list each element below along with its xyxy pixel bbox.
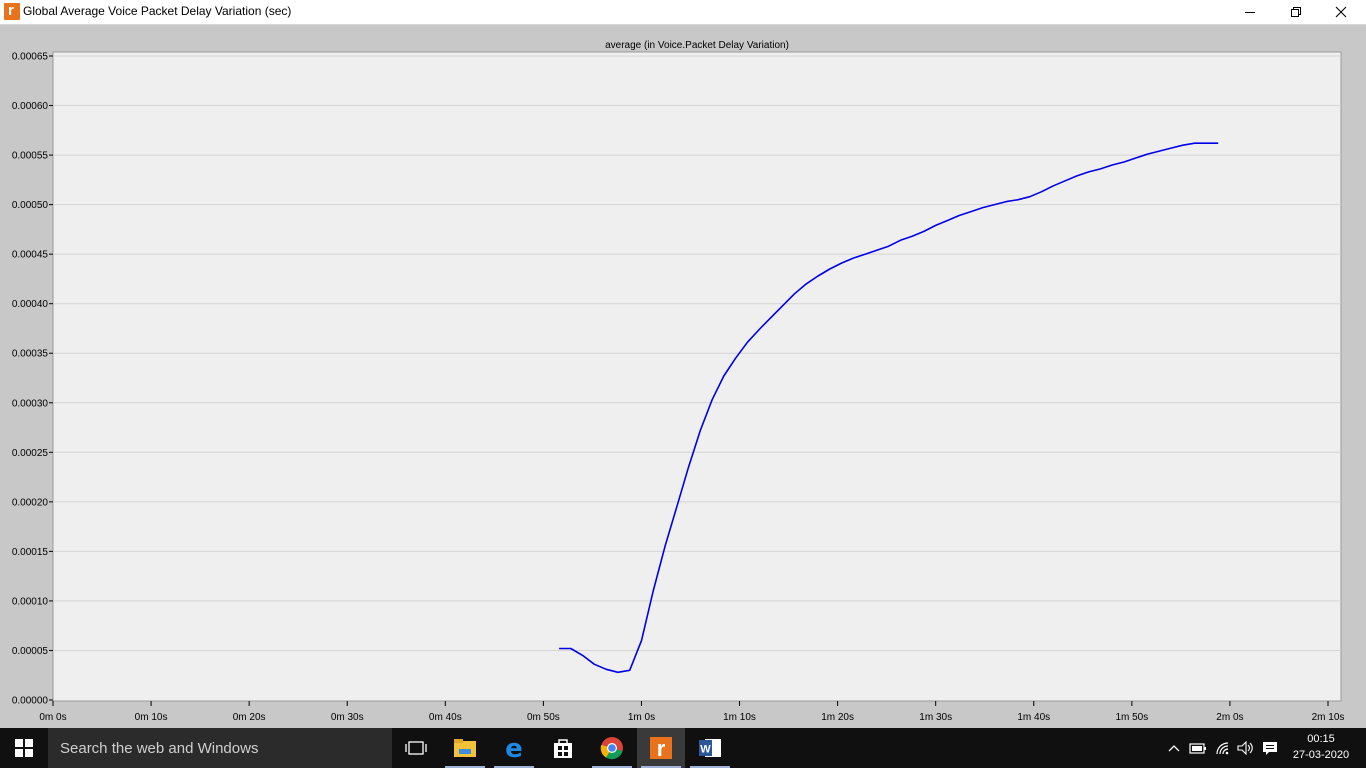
store-bag-icon: [554, 739, 572, 758]
x-tick-label: 1m 50s: [1115, 712, 1148, 723]
speaker-icon: [1237, 741, 1253, 755]
x-tick-label: 1m 10s: [723, 712, 756, 723]
minimize-icon: [1245, 12, 1255, 13]
y-tick-label: 0.00000: [12, 696, 49, 707]
window-titlebar[interactable]: r Global Average Voice Packet Delay Vari…: [0, 0, 1366, 24]
folder-icon: [454, 739, 476, 757]
start-button[interactable]: [0, 728, 48, 768]
plot-area: [52, 51, 1342, 702]
x-tick-label: 2m 10s: [1312, 712, 1345, 723]
close-icon: [1335, 6, 1347, 18]
windows-logo-icon: [15, 739, 33, 757]
battery-tray-button[interactable]: [1186, 728, 1210, 768]
restore-icon: [1291, 7, 1301, 17]
series-group: [559, 142, 1219, 674]
x-axis-ticks: 0m 0s 0m 10s 0m 20s 0m 30s 0m 40s 0m 50s 1m 0s…: [39, 701, 1344, 723]
y-axis-ticks: 0.00000 0.00005 0.00010 0.00015 0.00020 0.000…: [12, 52, 53, 707]
x-tick-label: 0m 20s: [233, 712, 266, 723]
x-tick-label: 0m 0s: [39, 712, 66, 723]
task-view-icon: [405, 741, 427, 755]
chrome-icon: [600, 737, 623, 760]
volume-tray-button[interactable]: [1234, 728, 1258, 768]
clock-time: 00:15: [1307, 733, 1335, 745]
x-tick-label: 0m 50s: [527, 712, 560, 723]
show-hidden-icons-button[interactable]: [1164, 728, 1184, 768]
file-explorer-button[interactable]: [441, 728, 489, 768]
wifi-icon: [1216, 742, 1229, 755]
taskbar-clock[interactable]: 00:15 27-03-2020: [1286, 731, 1356, 763]
word-button[interactable]: W: [686, 728, 734, 768]
edge-button[interactable]: e: [490, 728, 538, 768]
x-tick-label: 1m 20s: [821, 712, 854, 723]
word-icon: W: [699, 739, 721, 757]
y-tick-label: 0.00010: [12, 596, 49, 607]
riverbed-app-icon: r: [4, 2, 20, 20]
riverbed-modeler-button[interactable]: r: [637, 728, 685, 768]
x-tick-label: 1m 40s: [1017, 712, 1050, 723]
action-center-button[interactable]: [1258, 728, 1282, 768]
clock-date: 27-03-2020: [1292, 749, 1350, 761]
y-tick-label: 0.00065: [12, 52, 49, 63]
grid-lines: [53, 55, 1341, 651]
y-tick-label: 0.00030: [12, 398, 49, 409]
chart-title: average (in Voice.Packet Delay Variation…: [605, 40, 789, 51]
y-tick-label: 0.00050: [12, 200, 49, 211]
store-button[interactable]: [539, 728, 587, 768]
y-tick-label: 0.00025: [12, 448, 49, 459]
y-tick-label: 0.00060: [12, 101, 49, 112]
x-tick-label: 0m 30s: [331, 712, 364, 723]
chrome-button[interactable]: [588, 728, 636, 768]
line-chart: 0.00000 0.00005 0.00010 0.00015 0.00020 0.000…: [12, 40, 1345, 723]
svg-text:e: e: [505, 736, 523, 760]
y-tick-label: 0.00005: [12, 646, 49, 657]
taskbar-search-box[interactable]: Search the web and Windows: [48, 728, 392, 768]
chart-window: 0.00000 0.00005 0.00010 0.00015 0.00020 0.000…: [0, 24, 1366, 728]
taskbar: Search the web and Windows e: [0, 728, 1366, 768]
minimize-button[interactable]: [1227, 0, 1273, 24]
svg-text:r: r: [657, 736, 666, 760]
y-tick-label: 0.00015: [12, 547, 49, 558]
riverbed-icon: r: [650, 736, 672, 760]
maximize-button[interactable]: [1273, 0, 1319, 24]
y-tick-label: 0.00020: [12, 497, 49, 508]
close-button[interactable]: [1318, 0, 1364, 24]
y-tick-label: 0.00035: [12, 349, 49, 360]
x-tick-label: 1m 0s: [628, 712, 655, 723]
wifi-tray-button[interactable]: [1211, 728, 1235, 768]
x-tick-label: 0m 40s: [429, 712, 462, 723]
window-title: Global Average Voice Packet Delay Variat…: [23, 4, 292, 18]
x-tick-label: 0m 10s: [135, 712, 168, 723]
x-tick-label: 1m 30s: [919, 712, 952, 723]
notification-icon: [1263, 741, 1277, 755]
y-tick-label: 0.00040: [12, 299, 49, 310]
chevron-up-icon: [1168, 745, 1180, 752]
x-tick-label: 2m 0s: [1216, 712, 1243, 723]
svg-text:W: W: [700, 744, 711, 756]
series-line: [559, 142, 1219, 674]
edge-icon: e: [505, 736, 523, 760]
y-tick-label: 0.00055: [12, 151, 49, 162]
y-tick-label: 0.00045: [12, 250, 49, 261]
search-placeholder: Search the web and Windows: [60, 740, 259, 757]
battery-icon: [1189, 743, 1206, 754]
task-view-button[interactable]: [392, 728, 440, 768]
